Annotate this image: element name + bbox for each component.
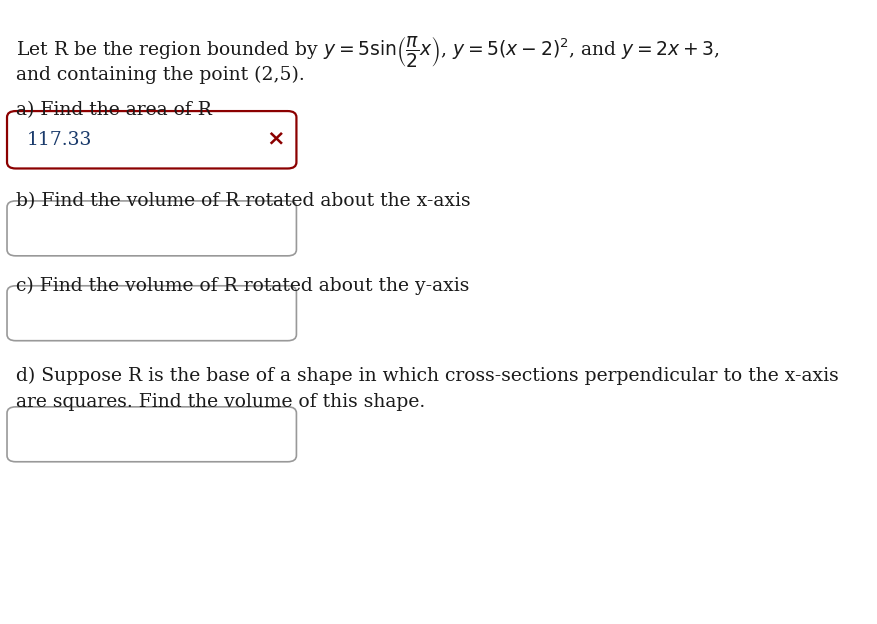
Text: $\mathbf{\times}$: $\mathbf{\times}$ [266, 129, 283, 151]
FancyBboxPatch shape [7, 407, 296, 462]
FancyBboxPatch shape [7, 111, 296, 168]
Text: a) Find the area of R: a) Find the area of R [16, 101, 211, 119]
Text: b) Find the volume of R rotated about the x-axis: b) Find the volume of R rotated about th… [16, 192, 470, 210]
FancyBboxPatch shape [7, 201, 296, 256]
Text: and containing the point (2,5).: and containing the point (2,5). [16, 66, 304, 84]
Text: d) Suppose R is the base of a shape in which cross-sections perpendicular to the: d) Suppose R is the base of a shape in w… [16, 366, 838, 411]
Text: c) Find the volume of R rotated about the y-axis: c) Find the volume of R rotated about th… [16, 277, 469, 295]
Text: Let R be the region bounded by $y = 5\sin\!\left(\dfrac{\pi}{2}x\right)$, $y = 5: Let R be the region bounded by $y = 5\si… [16, 34, 719, 69]
FancyBboxPatch shape [7, 286, 296, 341]
Text: 117.33: 117.33 [27, 131, 93, 149]
